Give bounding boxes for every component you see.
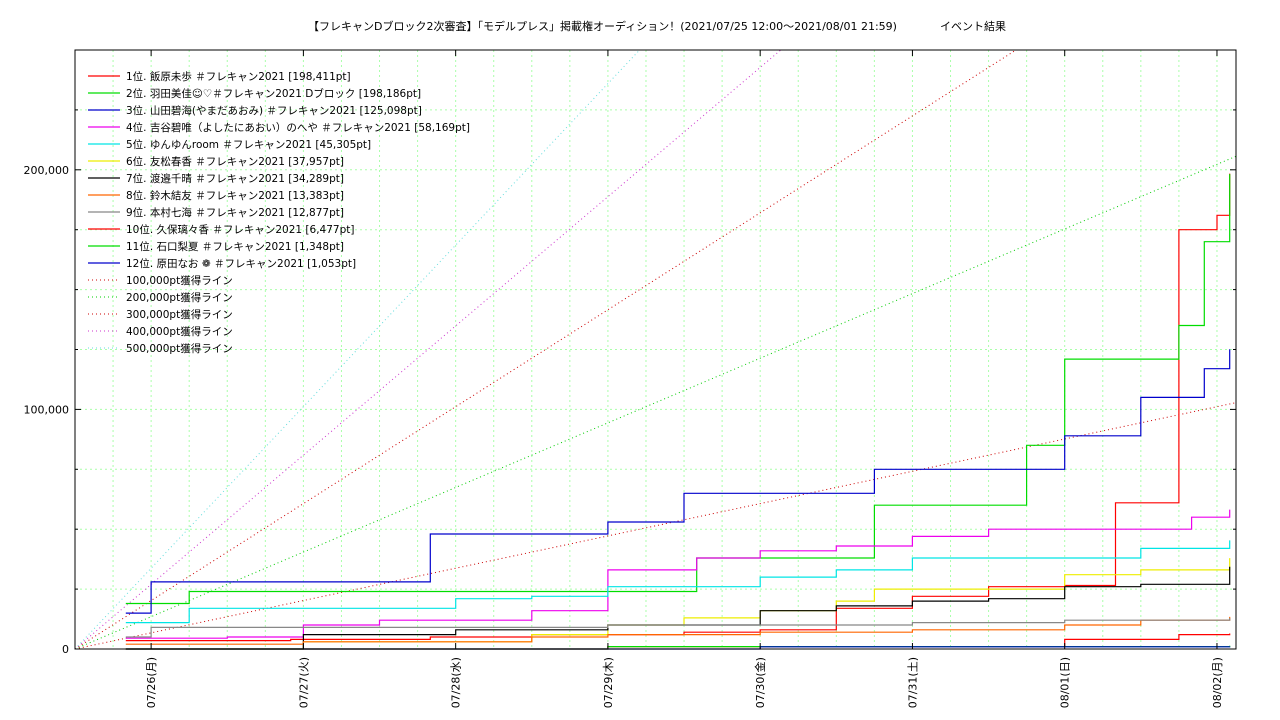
y-tick-label: 100,000 [24,403,70,416]
legend-label: 7位. 渡邉千晴 ＃フレキャン2021 [34,289pt] [126,172,344,185]
series-line [125,540,1231,624]
x-tick-label: 07/29(木) [602,657,615,708]
legend-label: 6位. 友松春香 ＃フレキャン2021 [37,957pt] [126,155,344,168]
legend-label: 400,000pt獲得ライン [126,325,233,338]
legend-label: 11位. 石口梨夏 ＃フレキャン2021 [1,348pt] [126,240,344,253]
legend-label: 5位. ゆんゆんroom ＃フレキャン2021 [45,305pt] [126,138,371,151]
series-line [125,349,1231,614]
series-line [125,616,1231,645]
series-line [125,566,1231,650]
chart-title: 【フレキャンDブロック2次審査】「モデルプレス」掲載権オーディション！(2021… [308,19,897,33]
legend-label: 300,000pt獲得ライン [126,308,233,321]
series-line [125,558,1231,650]
legend-label: 12位. 原田なお ❁ ＃フレキャン2021 [1,053pt] [126,257,356,270]
legend: 1位. 飯原未歩 ＃フレキャン2021 [198,411pt] 2位. 羽田美佳☺… [88,70,470,355]
legend-label: 200,000pt獲得ライン [126,291,233,304]
legend-label: 3位. 山田碧海(やまだあおみ) ＃フレキャン2021 [125,098pt] [126,104,422,117]
reference-line [74,402,1237,650]
x-tick-label: 07/27(火) [297,657,310,708]
legend-label: 8位. 鈴木結友 ＃フレキャン2021 [13,383pt] [126,189,344,202]
x-tick-label: 08/02(月) [1211,657,1224,708]
x-tick-label: 08/01(日) [1059,657,1072,708]
series-line [125,618,1231,638]
axes: 0 100,000 200,000 07/26(月) 07/27(火) 07/28(水) 0… [24,50,1236,708]
chart-subtitle: イベント結果 [940,19,1006,33]
legend-label: 2位. 羽田美佳☺♡＃フレキャン2021 Dブロック [198,186pt] [126,87,421,100]
y-tick-label: 200,000 [24,164,70,177]
grid [75,50,1236,649]
x-tick-label: 07/30(金) [753,657,767,708]
x-tick-label: 07/28(水) [450,657,463,708]
legend-label: 500,000pt獲得ライン [126,342,233,355]
series-line [125,509,1231,639]
legend-label: 4位. 吉谷碧唯（よしたにあおい）のへや ＃フレキャン2021 [58,169p… [126,121,470,134]
x-tick-label: 07/31(土) [906,657,919,708]
legend-label: 100,000pt獲得ライン [126,274,233,287]
y-tick-label: 0 [62,643,69,656]
legend-label: 1位. 飯原未歩 ＃フレキャン2021 [198,411pt] [126,70,351,83]
legend-label: 9位. 本村七海 ＃フレキャン2021 [12,877pt] [126,206,344,219]
x-tick-label: 07/26(月) [145,657,158,708]
legend-label: 10位. 久保璃々香 ＃フレキャン2021 [6,477pt] [126,223,354,236]
series-line [125,174,1231,605]
